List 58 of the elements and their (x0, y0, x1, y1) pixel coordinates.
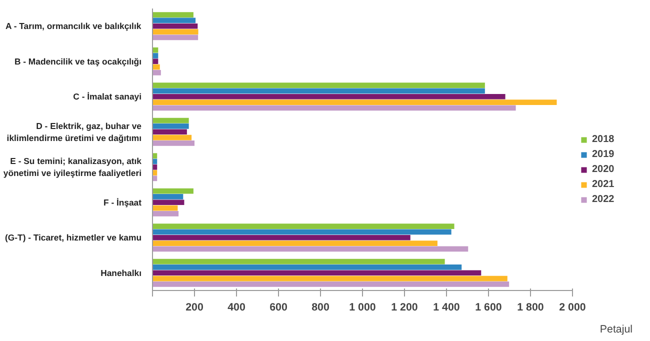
bar (152, 53, 158, 58)
bar (152, 124, 189, 129)
x-tick-label: 1 200 (391, 302, 418, 314)
bar (152, 134, 192, 140)
x-tick-label: 1 400 (433, 302, 460, 314)
x-tick-label: 400 (228, 302, 246, 314)
legend-label: 2022 (592, 194, 614, 205)
y-tick-label: C - İmalat sanayi (73, 92, 142, 102)
bar (152, 82, 485, 88)
y-tick-label: Hanehalkı (100, 268, 142, 278)
x-tick-label: 1 800 (517, 302, 544, 314)
bar (152, 88, 485, 94)
y-tick-label: A - Tarım, ormancılık ve balıkçılık (6, 21, 142, 32)
bar (152, 194, 184, 200)
legend-label: 2019 (592, 149, 614, 160)
x-tick-label: 200 (186, 302, 204, 314)
bar (152, 246, 468, 252)
x-tick-label: 1 600 (475, 302, 502, 314)
bar (152, 210, 179, 216)
bar (152, 29, 198, 34)
bar (152, 234, 410, 240)
bar (152, 58, 158, 64)
bar (152, 258, 445, 264)
bar (152, 34, 198, 40)
bar (152, 47, 158, 53)
bar (152, 118, 189, 124)
x-tick-label: 2 000 (559, 302, 586, 314)
bar (152, 94, 506, 100)
bar (152, 188, 194, 194)
bar (152, 23, 198, 29)
bar (152, 276, 508, 282)
bar (152, 240, 438, 246)
y-tick-label: E - Su temini; kanalizasyon, atık yönetimi ve iyileştirme faaliyetleri (3, 156, 142, 178)
bar (152, 281, 510, 287)
x-axis-title: Petajul (600, 324, 633, 336)
y-tick-label: F - İnşaat (104, 197, 142, 208)
bar (152, 264, 462, 270)
bar (152, 224, 454, 230)
x-tick-label: 800 (312, 302, 330, 314)
bar (152, 70, 161, 76)
bar (152, 12, 194, 18)
bar (152, 129, 187, 135)
x-tick-label: 1 000 (349, 302, 376, 314)
bar (152, 270, 482, 276)
legend-label: 2021 (592, 179, 614, 190)
y-tick-label: D - Elektrik, gaz, buhar ve iklimlendirme üretimi ve dağıtımı (6, 120, 142, 143)
y-tick-label: (G-T) - Ticaret, hizmetler ve kamu (5, 232, 142, 243)
legend-label: 2018 (592, 134, 614, 145)
bar (152, 205, 178, 211)
bar (152, 140, 194, 146)
legend-label: 2020 (592, 164, 614, 175)
x-tick-label: 600 (270, 302, 288, 314)
bar (152, 100, 557, 105)
bar (152, 18, 196, 24)
bar (152, 105, 516, 111)
bar (152, 229, 452, 235)
y-tick-label: B - Madencilik ve taş ocakçılığı (14, 56, 142, 66)
bar (152, 200, 184, 206)
